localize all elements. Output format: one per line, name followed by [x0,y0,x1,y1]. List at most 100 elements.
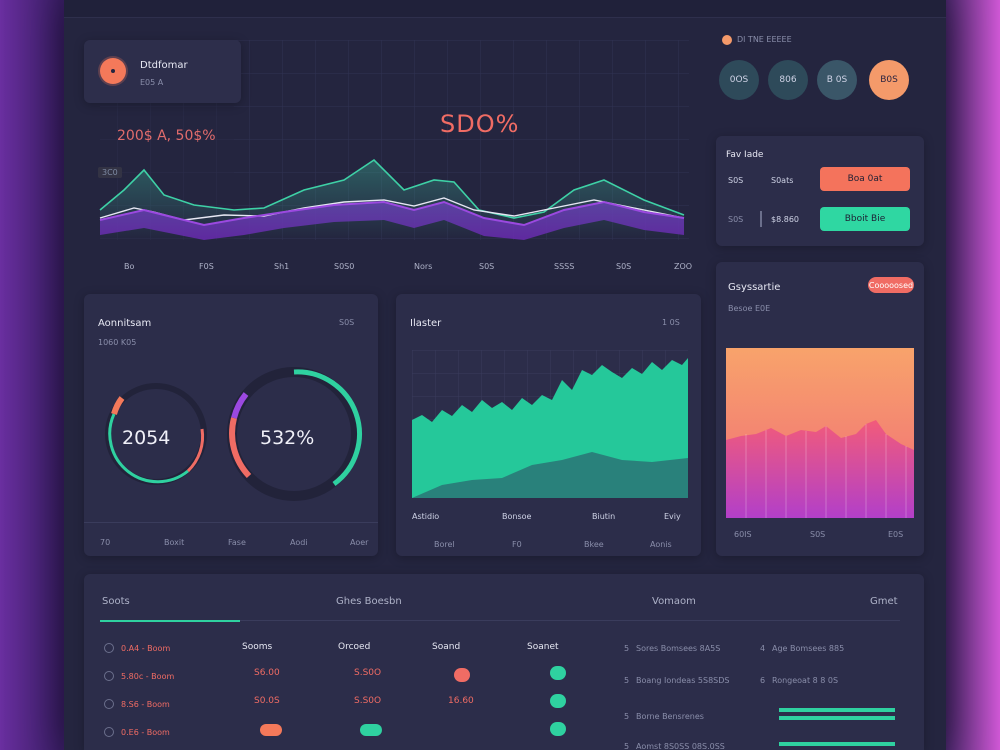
profile-name: Dtdfomar [140,60,188,71]
profile-sub: E05 A [140,78,164,87]
row-label: 0.E6 - Boom [121,728,170,737]
cell: 16.60 [448,696,474,706]
tab-4[interactable]: Gmet [870,596,898,607]
action-button-2[interactable]: Bboit Bie [820,207,910,231]
list-item: Sores Bomsees 8A5S [636,644,721,653]
action-row-b2: $8.860 [771,215,799,224]
divider [760,211,762,227]
row-radio[interactable] [104,727,114,737]
donut-card-value: S0S [339,318,355,327]
list-num: 4 [760,644,766,653]
active-tab-underline [100,620,240,622]
dashboard-window: Dtdfomar E05 A 3C0 SDO% 200$ A, 50$% Bo F… [64,0,946,750]
donut-footer-5: Aoer [350,538,369,547]
tab-2[interactable]: Ghes Boesbn [336,596,402,607]
grad-card-title: Gsyssartie [728,282,781,293]
action-button-1[interactable]: Boa 0at [820,167,910,191]
row-toggle[interactable] [550,666,566,680]
row-toggle[interactable] [550,722,566,736]
row-toggle[interactable] [360,724,382,736]
main-x-tick-label: S0S0 [334,262,355,271]
profile-card[interactable]: Dtdfomar E05 A [84,40,241,103]
donut-card: Aonnitsam S0S 1060 K05 2054 532% 70 Boxi… [84,294,378,556]
area-x-label-2: Bonsoe [502,512,532,521]
main-kpi: SDO% [440,110,520,138]
cell: S0.0S [254,696,280,706]
row-radio[interactable] [104,699,114,709]
donut-footer-divider [84,522,378,523]
cell: S.S0O [354,668,382,678]
donut-card-sub: 1060 K05 [98,338,137,347]
area-card-value: 1 0S [662,318,680,327]
progress-bar [779,742,895,746]
tab-1[interactable]: Soots [102,596,130,607]
col-header-1: Sooms [242,642,273,652]
gradient-area-chart [726,348,914,518]
area-x-label-3: Biutin [592,512,616,521]
row-toggle[interactable] [454,668,470,682]
row-toggle[interactable] [550,694,566,708]
main-x-tick-label: F0S [199,262,214,271]
list-num: 6 [760,676,766,685]
grad-card-sub: Besoe E0E [728,304,771,313]
list-item: Age Bomsees 885 [772,644,845,653]
stat-circle-1[interactable]: 0OS [719,60,759,100]
main-sub-kpi: 200$ A, 50$% [117,128,216,144]
main-x-tick-label: S0S [616,262,632,271]
area-footer-3: Bkee [584,540,604,549]
action-row-b: S0ats [771,176,794,185]
cell: S6.00 [254,668,280,678]
col-header-4: Soanet [527,642,559,652]
grad-x-label-3: E0S [888,530,904,539]
table-card: Soots Ghes Boesbn Vomaom Gmet Sooms Orco… [84,574,924,750]
avatar[interactable] [100,58,126,84]
progress-bar [779,708,895,712]
row-label: 5.80c - Boom [121,672,175,681]
grad-x-label-2: S0S [810,530,826,539]
action-row-a: S0S [728,176,744,185]
col-header-2: Orcoed [338,642,371,652]
tab-3[interactable]: Vomaom [652,596,696,607]
list-num: 5 [624,644,630,653]
donut-card-title: Aonnitsam [98,318,152,329]
grad-status-badge[interactable]: Cooooosed [868,277,914,293]
main-x-tick-label: Bo [124,262,135,271]
donut-right-value: 532% [260,427,315,449]
legend-label: Dl TNE EEEEE [737,35,792,44]
legend-dot [722,35,732,45]
row-toggle[interactable] [260,724,282,736]
list-num: 5 [624,712,630,721]
stat-circle-2[interactable]: 806 [768,60,808,100]
list-item: Boang Iondeas 5S8SDS [636,676,730,685]
area-card: Ilaster 1 0S Astidio Bonsoe Biutin Eviy … [396,294,701,556]
main-x-tick-label: Sh1 [274,262,290,271]
area-x-label-1: Astidio [412,512,440,521]
area-chart [412,350,688,498]
col-header-3: Soand [432,642,461,652]
main-x-tick-label: SSSS [554,262,575,271]
donut-left-value: 2054 [122,427,171,449]
progress-bar [779,716,895,720]
main-x-tick-label: S0S [479,262,495,271]
row-label: 8.S6 - Boom [121,700,170,709]
donut-footer-4: Aodi [290,538,308,547]
area-card-title: Ilaster [410,318,442,329]
y-axis-tag: 3C0 [98,167,122,178]
list-num: 5 [624,676,630,685]
donut-footer-1: 70 [100,538,111,547]
list-item: Borne Bensrenes [636,712,704,721]
gradient-card: Gsyssartie Besoe E0E Cooooosed [716,262,924,556]
stat-circle-4[interactable]: B0S [869,60,909,100]
actions-title: Fav Iade [726,150,764,160]
action-row-a2: S0S [728,215,744,224]
row-radio[interactable] [104,643,114,653]
list-num: 5 [624,742,630,750]
donut-footer-2: Boxit [164,538,185,547]
grad-x-label-1: 60IS [734,530,752,539]
list-item: Rongeoat 8 8 0S [772,676,839,685]
main-chart-area: Dtdfomar E05 A 3C0 SDO% 200$ A, 50$% Bo F… [84,40,692,280]
stat-circle-3[interactable]: B 0S [817,60,857,100]
donut-charts [105,367,362,501]
area-footer-4: Aonis [650,540,672,549]
row-radio[interactable] [104,671,114,681]
